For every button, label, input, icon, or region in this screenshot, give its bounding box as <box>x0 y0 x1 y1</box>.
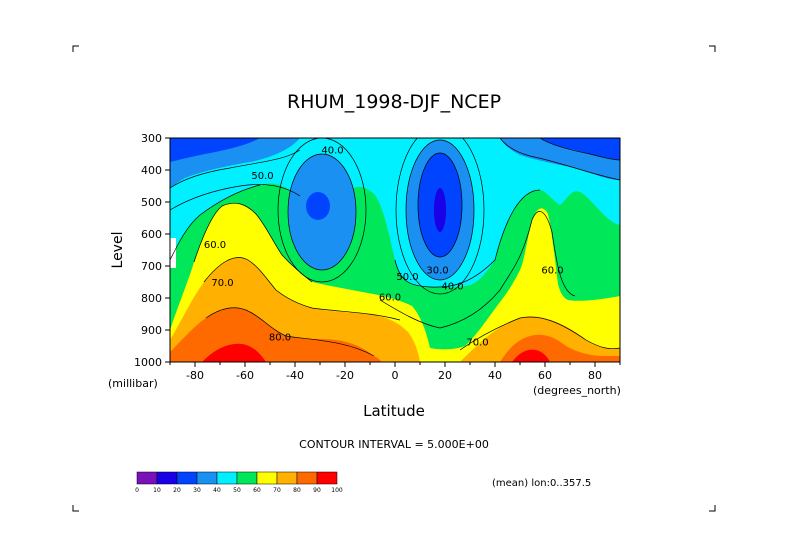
contour-label: 70.0 <box>466 337 488 348</box>
x-tick-label: 80 <box>588 369 602 382</box>
crop-marks <box>72 45 716 512</box>
y-tick-label: 700 <box>141 260 162 273</box>
band-darkblue-right-polar <box>540 138 620 160</box>
x-tick-label: -20 <box>336 369 354 382</box>
x-tick-label: -60 <box>236 369 254 382</box>
y-axis-title: Level <box>110 232 126 269</box>
y-tick-label: 300 <box>141 132 162 145</box>
contour-label: 30.0 <box>426 265 448 276</box>
colorbar-label: 50 <box>233 487 241 494</box>
colorbar-label: 0 <box>135 487 139 494</box>
colorbar-label: 70 <box>273 487 281 494</box>
contour-label: 60.0 <box>204 240 226 251</box>
y-tick-label: 400 <box>141 164 162 177</box>
colorbar-label: 80 <box>293 487 301 494</box>
x-tick-label: -80 <box>186 369 204 382</box>
y-axis-unit: (millibar) <box>108 377 158 390</box>
contour-label: 40.0 <box>441 281 463 292</box>
contour-labels: 40.0 50.0 60.0 70.0 80.0 50.0 60.0 30.0 40.0 70.0… <box>204 145 564 348</box>
band-red <box>202 343 266 362</box>
longitude-mean-note: (mean) lon:0..357.5 <box>492 478 591 489</box>
band-cyan <box>170 138 620 288</box>
contour-label: 80.0 <box>269 333 291 344</box>
colorbar-label: 30 <box>193 487 201 494</box>
colorbar-swatch <box>216 471 238 485</box>
contour-label: 50.0 <box>251 171 273 182</box>
band-darkblue-left-polar <box>170 138 260 162</box>
colorbar-legend: 0 10 20 30 40 50 60 70 80 90 100 <box>135 471 343 494</box>
colorbar-label: 90 <box>313 487 321 494</box>
chart-title: RHUM_1998-DJF_NCEP <box>287 91 501 113</box>
y-tick-label: 1000 <box>134 356 162 369</box>
y-tick-label: 900 <box>141 324 162 337</box>
colorbar-swatch <box>176 471 198 485</box>
x-axis-title: Latitude <box>363 402 425 420</box>
colorbar-swatch <box>296 471 318 485</box>
colorbar-label: 10 <box>153 487 161 494</box>
colorbar-swatch <box>276 471 298 485</box>
colorbar-swatch <box>156 471 178 485</box>
band-south-trop-mid <box>306 192 330 220</box>
contour-interval-note: CONTOUR INTERVAL = 5.000E+00 <box>299 438 489 451</box>
colorbar-label: 20 <box>173 487 181 494</box>
contour-label: 60.0 <box>541 265 563 276</box>
x-tick-label: -40 <box>286 369 304 382</box>
colorbar-swatch <box>136 471 158 485</box>
colorbar-label: 40 <box>213 487 221 494</box>
colorbar-label: 60 <box>253 487 261 494</box>
band-white-left-gap <box>170 238 176 268</box>
contour-label: 40.0 <box>321 145 343 156</box>
x-tick-label: 0 <box>392 369 399 382</box>
contour-lines <box>170 138 620 357</box>
contour-label: 50.0 <box>396 272 418 283</box>
x-axis: -80 -60 -40 -20 0 20 40 60 80 <box>169 362 621 382</box>
plot-area <box>170 138 620 362</box>
colorbar-label: 100 <box>331 487 343 494</box>
x-tick-label: 20 <box>438 369 452 382</box>
y-tick-label: 800 <box>141 292 162 305</box>
y-tick-label: 500 <box>141 196 162 209</box>
contour-label: 60.0 <box>379 293 401 304</box>
colorbar-swatch <box>196 471 218 485</box>
x-axis-unit: (degrees_north) <box>533 384 621 397</box>
x-tick-label: 40 <box>488 369 502 382</box>
colorbar-swatch <box>316 471 338 485</box>
contour-label: 70.0 <box>211 278 233 289</box>
colorbar-swatch <box>236 471 258 485</box>
x-tick-label: 60 <box>538 369 552 382</box>
y-axis: 300 400 500 600 700 800 900 1000 <box>134 132 170 369</box>
band-red-right <box>512 349 550 362</box>
y-tick-label: 600 <box>141 228 162 241</box>
band-north-trop-core <box>434 188 446 232</box>
colorbar-swatch <box>256 471 278 485</box>
